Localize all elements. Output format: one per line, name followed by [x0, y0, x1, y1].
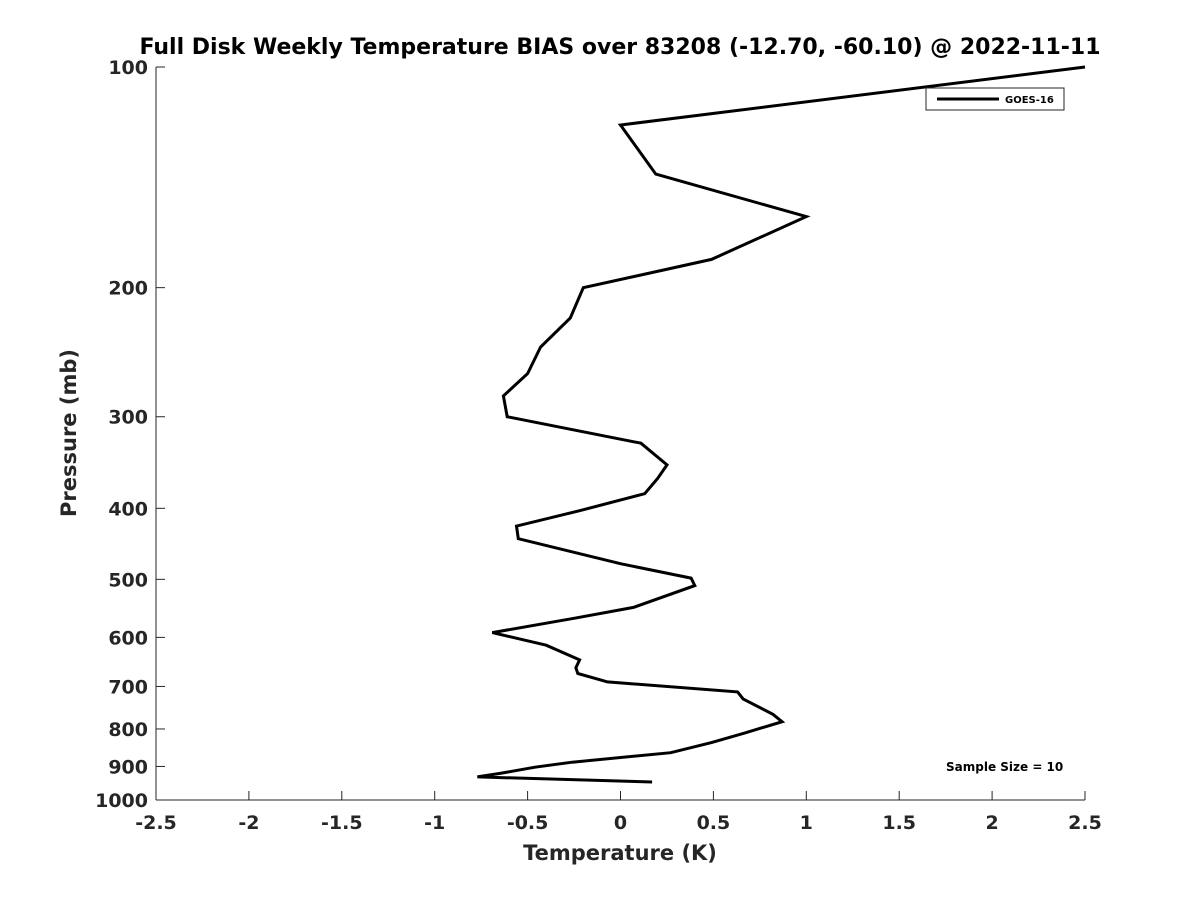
- x-tick-label: -2.5: [135, 812, 177, 834]
- plot-area: [156, 67, 1085, 800]
- x-tick-label: 2.5: [1068, 812, 1102, 834]
- series-line-goes16: [477, 65, 1086, 784]
- y-tick-label: 700: [108, 676, 148, 698]
- y-axis-ticks: 100 200 300 400 500 600 700 800 900 1000: [95, 57, 165, 812]
- x-tick-label: -0.5: [507, 812, 549, 834]
- y-tick-label: 800: [108, 719, 148, 741]
- y-tick-label: 400: [108, 498, 148, 520]
- legend-label-goes16: GOES-16: [1005, 95, 1054, 106]
- y-tick-label: 1000: [95, 790, 148, 812]
- y-tick-label: 900: [108, 756, 148, 778]
- x-tick-label: -2: [238, 812, 259, 834]
- x-tick-label: 1.5: [882, 812, 916, 834]
- x-axis-label: Temperature (K): [523, 841, 717, 865]
- chart-title: Full Disk Weekly Temperature BIAS over 8…: [139, 35, 1100, 60]
- x-tick-label: -1.5: [321, 812, 363, 834]
- y-tick-label: 600: [108, 627, 148, 649]
- legend: GOES-16: [925, 87, 1065, 111]
- x-tick-label: 2: [985, 812, 998, 834]
- x-tick-label: -1: [424, 812, 445, 834]
- x-tick-label: 1: [800, 812, 813, 834]
- y-tick-label: 300: [108, 407, 148, 429]
- x-tick-label: 0: [614, 812, 627, 834]
- y-axis-label: Pressure (mb): [57, 349, 81, 517]
- y-tick-label: 200: [108, 278, 148, 300]
- y-tick-label: 500: [108, 569, 148, 591]
- x-axis-ticks: -2.5 -2 -1.5 -1 -0.5 0 0.5 1 1.5 2 2.5: [135, 791, 1102, 834]
- x-tick-label: 0.5: [697, 812, 731, 834]
- sample-size-annotation: Sample Size = 10: [946, 760, 1063, 774]
- y-tick-label: 100: [108, 57, 148, 79]
